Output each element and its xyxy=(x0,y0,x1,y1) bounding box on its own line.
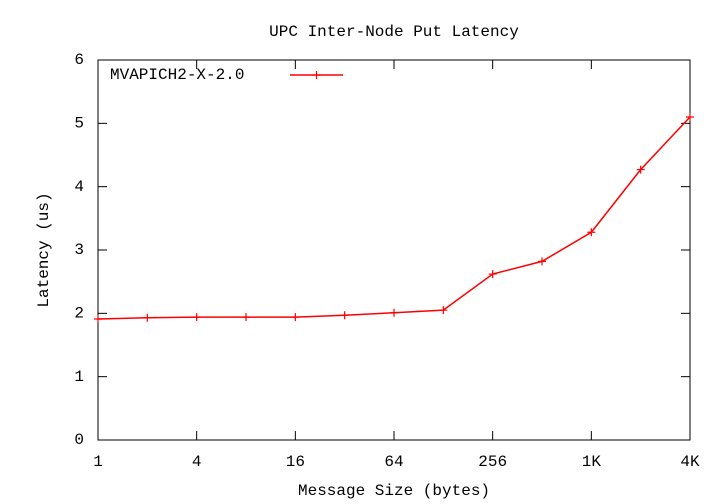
point-marker xyxy=(538,257,546,266)
chart-title: UPC Inter-Node Put Latency xyxy=(269,23,519,41)
y-tick-label: 2 xyxy=(74,305,84,323)
x-tick-label: 64 xyxy=(384,453,403,471)
point-marker xyxy=(340,311,349,320)
point-marker xyxy=(291,313,300,322)
point-marker xyxy=(242,313,250,322)
y-tick-label: 5 xyxy=(74,115,84,133)
point-marker xyxy=(636,165,645,174)
y-tick-label: 4 xyxy=(74,178,84,196)
point-marker xyxy=(94,315,102,324)
point-marker xyxy=(587,228,596,237)
point-marker xyxy=(439,306,448,315)
point-marker xyxy=(192,313,201,322)
y-tick-label: 0 xyxy=(74,431,84,449)
x-tick-label: 4 xyxy=(192,453,202,471)
y-tick-label: 1 xyxy=(74,368,84,386)
point-marker xyxy=(488,270,497,279)
y-tick-label: 6 xyxy=(74,51,84,69)
x-tick-label: 1K xyxy=(582,453,602,471)
point-marker xyxy=(143,313,152,322)
x-tick-label: 4K xyxy=(680,453,700,471)
x-axis-label: Message Size (bytes) xyxy=(298,482,490,500)
y-axis-label: Latency (us) xyxy=(35,192,53,307)
series-line xyxy=(97,116,691,320)
y-tick-label: 3 xyxy=(74,241,84,259)
x-tick-label: 1 xyxy=(93,453,103,471)
point-marker xyxy=(686,113,694,121)
point-marker xyxy=(390,308,398,317)
plot-frame xyxy=(97,59,691,441)
x-tick-label: 256 xyxy=(478,453,507,471)
x-tick-label: 16 xyxy=(286,453,305,471)
legend-label: MVAPICH2-X-2.0 xyxy=(110,66,244,84)
legend-swatch-marker xyxy=(312,71,321,79)
